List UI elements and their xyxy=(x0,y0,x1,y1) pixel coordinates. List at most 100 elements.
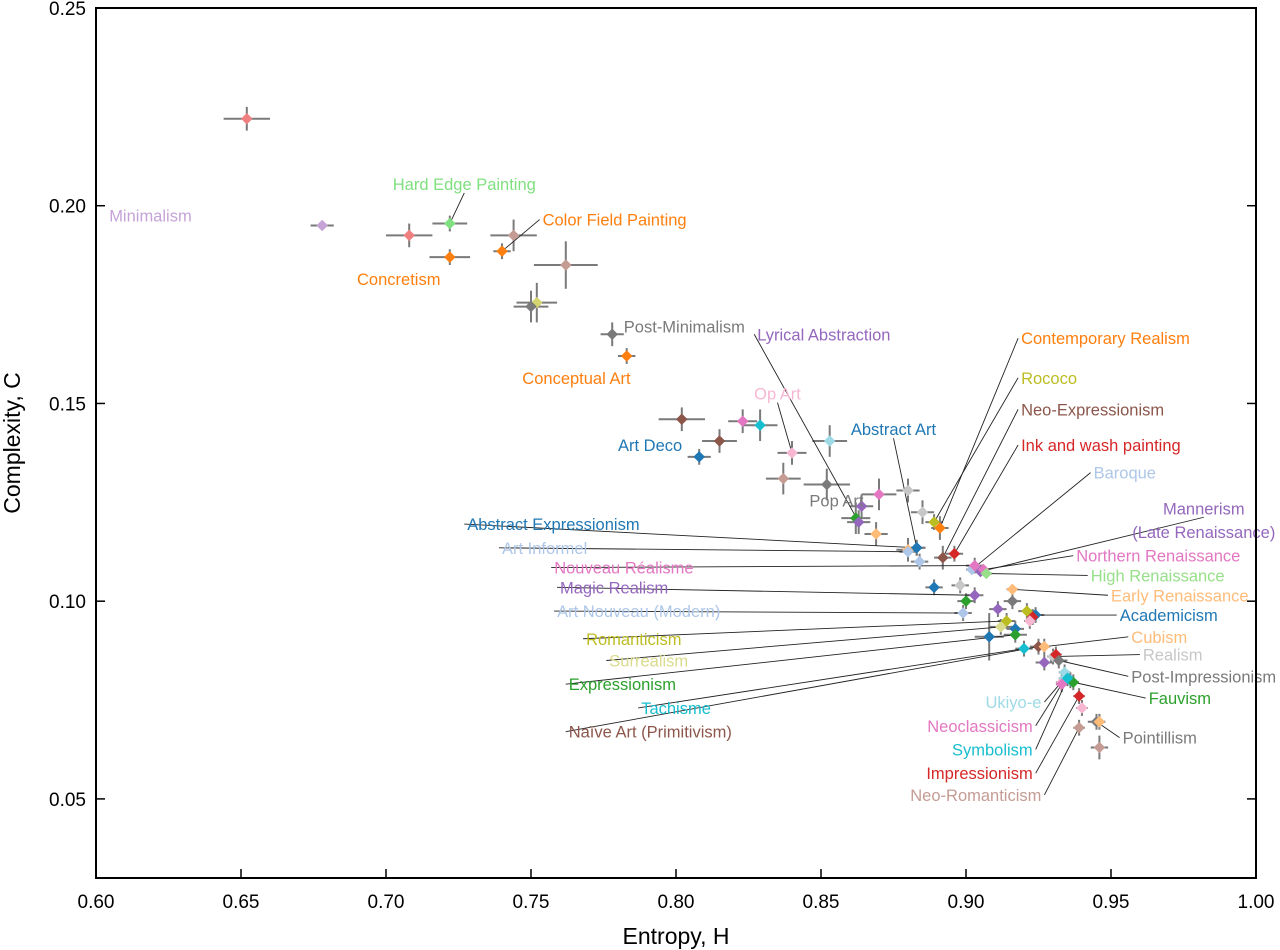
point-label: Early Renaissance xyxy=(1111,587,1249,605)
leader-line xyxy=(583,620,1007,640)
leader-line xyxy=(554,610,964,614)
data-point xyxy=(968,559,981,572)
point-label: Academicism xyxy=(1120,607,1218,625)
point-labels: Minimalism Hard Edge Painting Color Field … xyxy=(109,176,1276,805)
point-label: Realism xyxy=(1143,647,1203,665)
point-label: Concretism xyxy=(357,271,440,289)
data-point xyxy=(968,589,981,602)
data-point xyxy=(620,350,633,362)
data-point xyxy=(606,328,619,341)
leader-line xyxy=(1044,727,1080,796)
point-label: Cubism xyxy=(1131,629,1187,647)
leader-line xyxy=(777,402,793,454)
data-point xyxy=(960,595,972,608)
leader-line xyxy=(980,516,1204,572)
x-axis-ticks: 0.60 0.65 0.70 0.75 0.80 0.85 0.90 0.95 1.00 xyxy=(78,869,1274,913)
leader-line xyxy=(449,192,465,224)
point-label: Art Informel xyxy=(502,540,587,558)
data-point xyxy=(316,219,329,232)
point-label: Symbolism xyxy=(952,741,1033,759)
label-leader-lines xyxy=(449,192,1204,796)
data-point xyxy=(936,551,949,564)
x-tick-label: 0.80 xyxy=(658,892,695,913)
point-label: Neo-Romanticism xyxy=(910,787,1041,805)
data-point xyxy=(1073,721,1085,734)
point-label: Impressionism xyxy=(926,765,1032,783)
leader-line xyxy=(1052,654,1140,657)
point-label: Pop Art xyxy=(809,492,864,510)
data-point xyxy=(786,447,798,459)
data-point xyxy=(983,630,996,643)
y-tick-label: 0.05 xyxy=(49,790,86,811)
point-label-line2: (Late Renaissance) xyxy=(1132,524,1275,542)
data-point xyxy=(992,603,1004,615)
data-point xyxy=(913,555,926,568)
point-label: Fauvism xyxy=(1149,690,1211,708)
point-label: Art Deco xyxy=(618,437,682,455)
data-point xyxy=(928,581,940,594)
leader-line xyxy=(1012,588,1109,596)
data-point xyxy=(1055,678,1068,691)
point-label: Baroque xyxy=(1094,465,1156,483)
y-tick-label: 0.20 xyxy=(49,197,86,218)
x-tick-label: 0.90 xyxy=(948,892,985,913)
data-point xyxy=(902,545,914,558)
data-point xyxy=(496,245,508,258)
point-label: High Renaissance xyxy=(1091,567,1225,585)
data-point xyxy=(1009,628,1022,641)
y-axis-ticks: 0.05 0.10 0.15 0.20 0.25 xyxy=(49,0,1256,811)
point-label: Ukiyo-e xyxy=(985,694,1041,712)
point-label: Surrealism xyxy=(609,653,688,671)
data-point xyxy=(675,413,688,426)
point-label: Mannerism xyxy=(1163,500,1245,518)
point-label: Lyrical Abstraction xyxy=(757,326,890,344)
leader-line xyxy=(939,338,1019,529)
data-point xyxy=(916,506,929,519)
data-point xyxy=(1052,654,1065,667)
point-label: Op Art xyxy=(754,386,801,404)
leader-line xyxy=(498,547,909,553)
leader-line xyxy=(986,573,1088,576)
data-point xyxy=(823,435,836,447)
data-point xyxy=(693,450,706,463)
data-point xyxy=(957,607,969,619)
x-tick-label: 0.75 xyxy=(513,892,550,913)
data-point xyxy=(1021,605,1033,617)
point-label: Neo-Expressionism xyxy=(1021,401,1164,419)
point-label: Conceptual Art xyxy=(522,370,631,388)
leader-line xyxy=(753,334,860,523)
data-point xyxy=(530,296,543,309)
leader-line xyxy=(942,409,1019,558)
x-tick-label: 0.95 xyxy=(1093,892,1130,913)
point-label: Abstract Expressionism xyxy=(467,516,639,534)
data-point xyxy=(910,541,923,554)
x-axis-label: Entropy, H xyxy=(623,923,730,949)
point-label: Pointillism xyxy=(1123,730,1197,748)
data-point xyxy=(443,217,456,230)
data-point xyxy=(1018,642,1030,655)
data-point xyxy=(403,229,416,242)
data-point xyxy=(855,500,868,513)
data-point xyxy=(934,522,946,534)
data-point xyxy=(994,621,1007,633)
data-point xyxy=(1076,702,1088,714)
data-point xyxy=(713,435,726,447)
point-label: Post-Minimalism xyxy=(624,318,745,336)
data-point xyxy=(902,484,914,497)
data-point xyxy=(736,415,749,428)
data-point xyxy=(1061,672,1074,685)
y-tick-label: 0.10 xyxy=(49,592,86,613)
data-point xyxy=(1023,615,1036,627)
leader-line xyxy=(565,634,1016,685)
point-label: Minimalism xyxy=(109,208,192,226)
data-point xyxy=(1038,640,1051,653)
leader-line xyxy=(606,626,1001,661)
point-label: Art Nouveau (Modern) xyxy=(557,603,720,621)
y-axis-label: Complexity, C xyxy=(0,372,25,513)
data-point xyxy=(1006,583,1019,596)
data-point xyxy=(870,528,882,540)
point-label: Tachisme xyxy=(641,700,711,718)
leader-line xyxy=(551,565,975,569)
leader-line xyxy=(1035,678,1068,750)
point-label: Rococo xyxy=(1021,370,1077,388)
